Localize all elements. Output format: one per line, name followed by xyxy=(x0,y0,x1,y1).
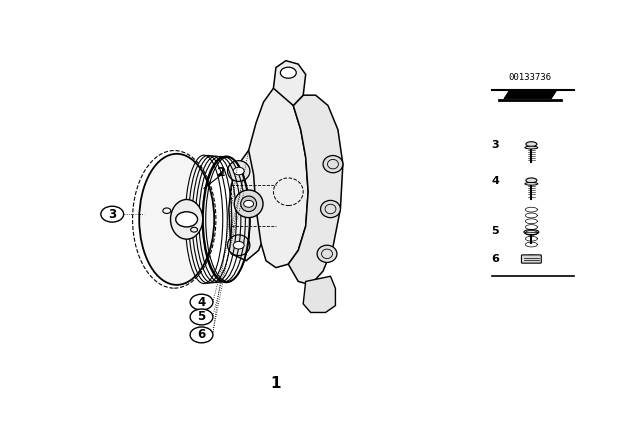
Text: 6: 6 xyxy=(492,254,499,264)
Polygon shape xyxy=(273,60,306,106)
Polygon shape xyxy=(303,276,335,313)
Circle shape xyxy=(176,212,198,227)
Text: 4: 4 xyxy=(197,296,205,309)
FancyBboxPatch shape xyxy=(522,255,541,263)
Ellipse shape xyxy=(228,235,250,255)
Text: 2: 2 xyxy=(217,166,226,179)
Ellipse shape xyxy=(524,255,538,259)
Ellipse shape xyxy=(140,154,214,285)
Text: 5: 5 xyxy=(492,226,499,237)
Text: 4: 4 xyxy=(492,177,499,186)
Polygon shape xyxy=(288,95,343,285)
Ellipse shape xyxy=(525,146,538,149)
Circle shape xyxy=(233,167,244,175)
Circle shape xyxy=(190,294,213,310)
Ellipse shape xyxy=(241,196,257,211)
Ellipse shape xyxy=(526,178,537,183)
Circle shape xyxy=(233,241,244,249)
Ellipse shape xyxy=(321,200,340,218)
Ellipse shape xyxy=(317,245,337,263)
Text: 1: 1 xyxy=(271,376,281,391)
Ellipse shape xyxy=(234,190,263,218)
Ellipse shape xyxy=(170,199,203,239)
Ellipse shape xyxy=(525,182,538,185)
Polygon shape xyxy=(229,147,276,261)
Circle shape xyxy=(190,327,213,343)
Text: 3: 3 xyxy=(492,140,499,150)
Polygon shape xyxy=(504,91,556,99)
Ellipse shape xyxy=(228,161,250,181)
Circle shape xyxy=(101,206,124,222)
Ellipse shape xyxy=(323,155,343,173)
Ellipse shape xyxy=(526,142,537,146)
Text: 00133736: 00133736 xyxy=(509,73,552,82)
Circle shape xyxy=(244,200,253,207)
Circle shape xyxy=(190,309,213,325)
Circle shape xyxy=(280,67,296,78)
Text: 5: 5 xyxy=(197,310,205,323)
Polygon shape xyxy=(249,88,308,267)
Text: 6: 6 xyxy=(197,328,205,341)
Ellipse shape xyxy=(524,229,539,235)
Text: 3: 3 xyxy=(108,208,116,221)
